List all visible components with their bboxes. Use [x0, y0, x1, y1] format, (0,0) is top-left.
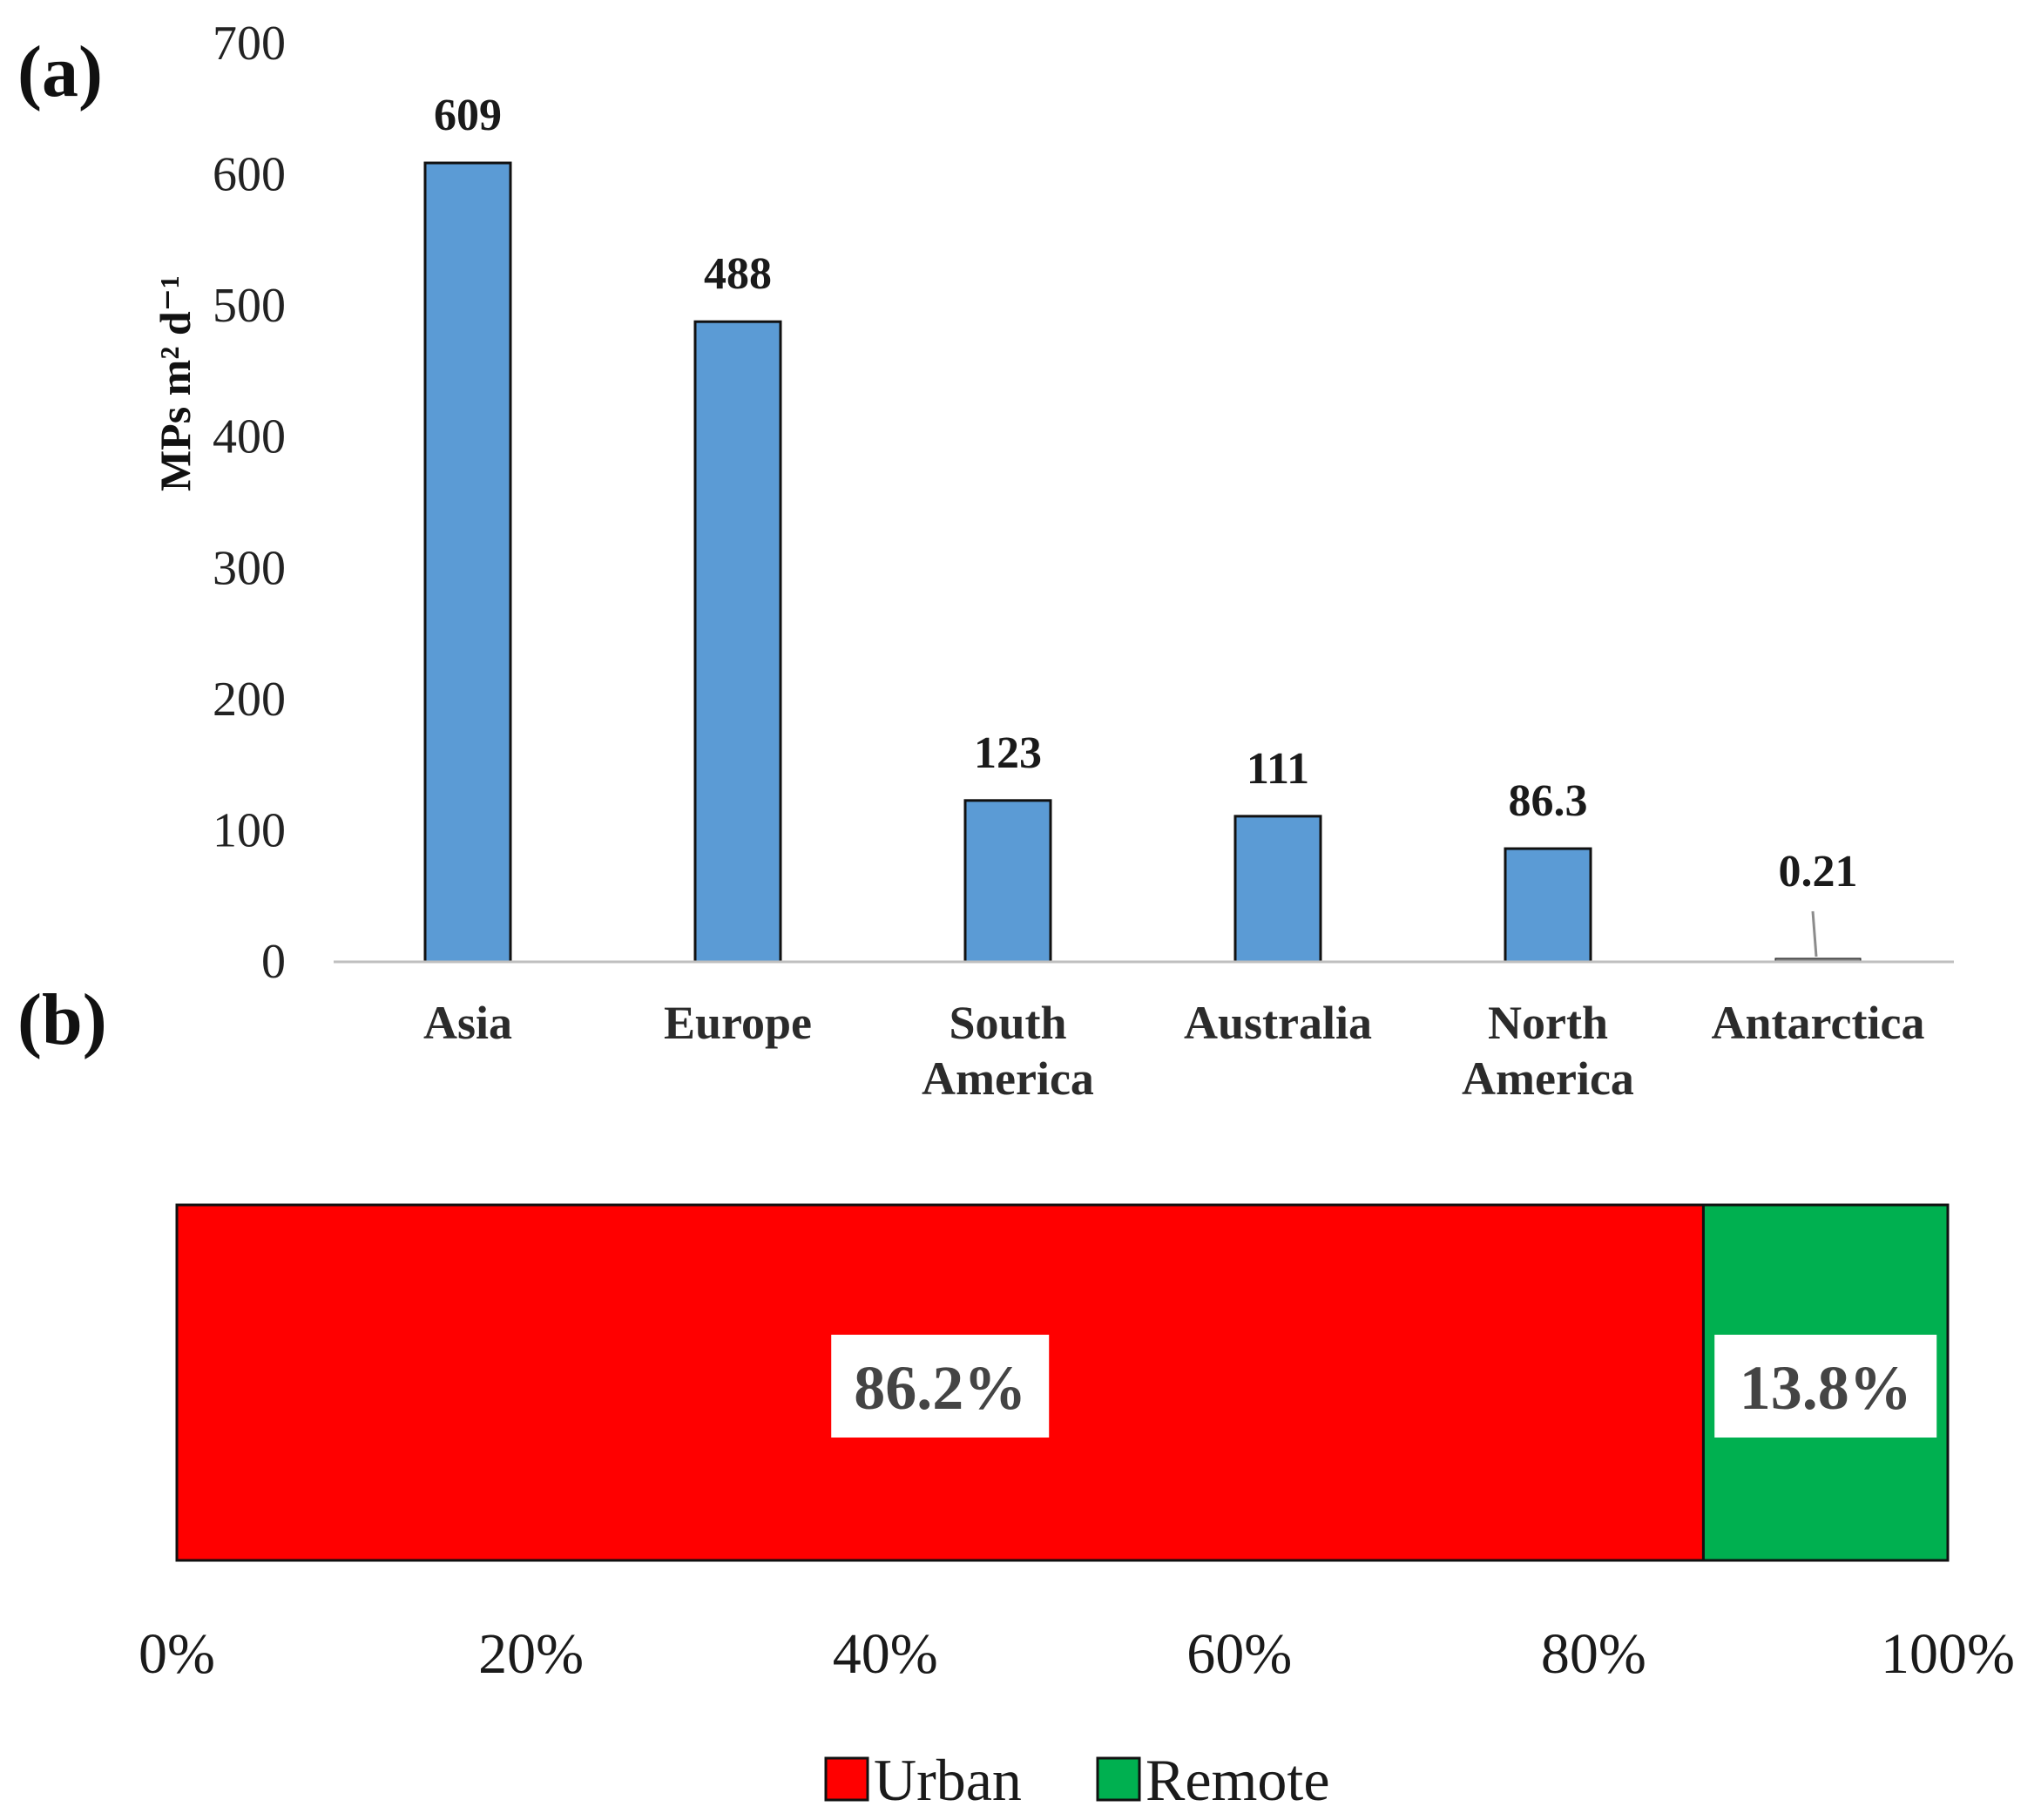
- category-label: South: [949, 997, 1066, 1049]
- legend-label-urban: Urban: [874, 1747, 1022, 1813]
- legend-swatch-remote: [1096, 1756, 1141, 1802]
- y-tick-label: 400: [213, 410, 286, 464]
- bar-value-label: 111: [1247, 744, 1309, 794]
- segment-label-box: [831, 1335, 1050, 1438]
- bar: [693, 320, 782, 964]
- segment-value-label: 13.8%: [1740, 1353, 1912, 1423]
- category-label: America: [1462, 1052, 1634, 1105]
- category-label: Asia: [423, 997, 512, 1049]
- y-tick-label: 200: [213, 673, 286, 727]
- y-tick-label: 500: [213, 279, 286, 333]
- leader-line: [1811, 910, 1818, 957]
- legend: Urban Remote: [824, 1747, 1330, 1813]
- bars: [423, 161, 1862, 964]
- x-tick-label: 40%: [833, 1622, 938, 1686]
- bar-value-label: 609: [434, 91, 502, 140]
- category-label: North: [1488, 997, 1608, 1049]
- y-tick-label: 0: [261, 935, 286, 989]
- category-label: Europe: [664, 997, 812, 1049]
- bar: [1504, 847, 1592, 964]
- y-tick-label: 700: [213, 17, 286, 71]
- bar-value-label: 488: [704, 249, 772, 299]
- bar-value-label: 86.3: [1509, 776, 1588, 826]
- y-tick-labels: 0 100 200 300 400 500 600 700: [213, 17, 286, 989]
- y-tick-label: 300: [213, 541, 286, 595]
- x-tick-label: 80%: [1541, 1622, 1646, 1686]
- panel-a-bar-chart: (a) MPs m² d⁻¹ 0 100 200 300 400 500 600 700 60…: [17, 17, 1954, 1105]
- legend-label-remote: Remote: [1146, 1747, 1330, 1813]
- bar-value-label: 123: [974, 728, 1042, 778]
- x-tick-label: 100%: [1881, 1622, 2015, 1686]
- segment-value-label: 86.2%: [854, 1353, 1026, 1423]
- segment-label-box: [1714, 1335, 1937, 1438]
- x-tick-label: 20%: [478, 1622, 584, 1686]
- x-tick-label: 0%: [139, 1622, 215, 1686]
- y-axis-label: MPs m² d⁻¹: [151, 275, 199, 491]
- legend-swatch-urban: [824, 1756, 869, 1802]
- value-labels: 609 488 123 111 86.3 0.21: [434, 91, 1858, 957]
- category-label: America: [922, 1052, 1094, 1105]
- bar: [423, 161, 512, 964]
- stacked-segments: 86.2% 13.8%: [175, 1203, 1950, 1562]
- bar: [1233, 815, 1322, 964]
- panel-a-label: (a): [17, 31, 103, 112]
- bar: [963, 799, 1052, 964]
- x-tick-label: 60%: [1186, 1622, 1292, 1686]
- x-tick-labels: 0% 20% 40% 60% 80% 100%: [139, 1622, 2015, 1686]
- category-label: Antarctica: [1712, 997, 1925, 1049]
- panel-b-stacked-bar: (b) 86.2% 13.8% 0% 20% 40% 60% 80% 100% Urban R…: [17, 979, 2015, 1813]
- panel-b-label: (b): [17, 979, 107, 1060]
- bar-value-label: 0.21: [1779, 847, 1858, 896]
- category-label: Australia: [1184, 997, 1372, 1049]
- y-tick-label: 600: [213, 148, 286, 202]
- y-tick-label: 100: [213, 803, 286, 857]
